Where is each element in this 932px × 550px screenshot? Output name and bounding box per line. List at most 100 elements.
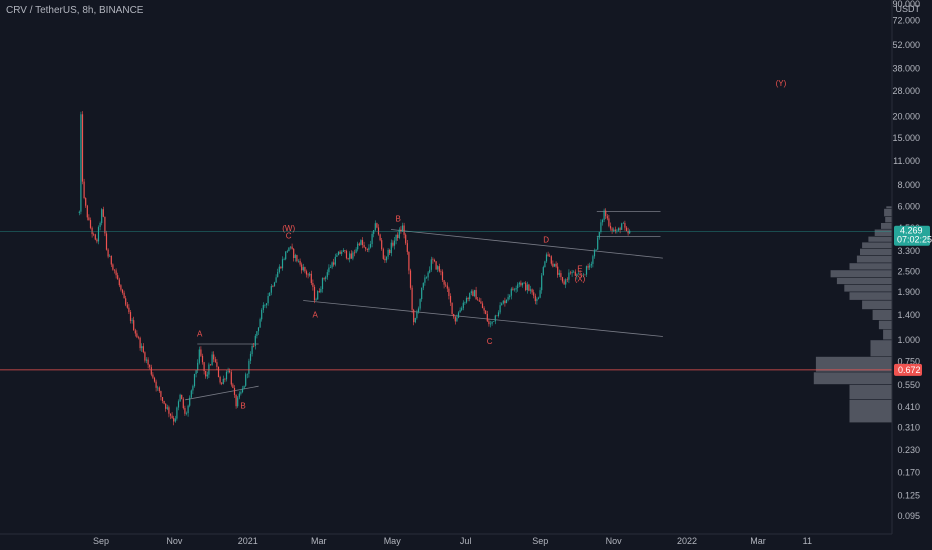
candle-body — [606, 216, 608, 219]
volume-profile-bar — [856, 255, 892, 263]
candle-body — [104, 216, 106, 234]
wave-label: B — [240, 402, 245, 411]
candle-body — [411, 287, 413, 310]
candle-body — [296, 255, 298, 262]
candle-body — [113, 269, 116, 271]
time-axis[interactable]: Sep Nov 2021 Mar May Jul Sep Nov 2022 Mar 11 — [0, 533, 892, 546]
candle-body — [385, 256, 388, 261]
candle-body — [264, 305, 266, 306]
candle-body — [337, 251, 340, 256]
candle-body — [163, 401, 165, 404]
candle-body — [78, 211, 80, 213]
candle-body — [117, 275, 119, 280]
candle-body — [465, 298, 468, 303]
candle-body — [560, 273, 562, 278]
candle-body — [361, 240, 364, 245]
candle-body — [397, 234, 399, 238]
candle-body — [521, 283, 524, 286]
candle-body — [408, 251, 410, 271]
candle-body — [529, 289, 532, 291]
candle-body — [145, 359, 148, 361]
candle-body — [400, 229, 402, 232]
candle-body — [573, 271, 575, 273]
price-tick-label: 6.000 — [897, 201, 920, 211]
candle-body — [157, 387, 159, 389]
volume-profile-bar — [881, 223, 892, 229]
candle-body — [129, 312, 132, 321]
price-tick-label: 0.550 — [897, 380, 920, 390]
candle-body — [214, 359, 216, 363]
candle-body — [320, 288, 322, 293]
time-tick-label: 2021 — [238, 536, 258, 546]
candle-body — [461, 308, 463, 311]
candle-body — [424, 277, 426, 283]
candle-body — [398, 229, 400, 238]
candle-body — [193, 374, 196, 387]
candle-body — [246, 373, 248, 375]
candle-body — [310, 273, 312, 283]
candle-body — [149, 364, 151, 368]
candle-body — [309, 273, 311, 276]
candle-body — [376, 223, 378, 228]
trendline[interactable] — [303, 300, 663, 337]
candle-body — [544, 261, 546, 267]
candle-body — [515, 288, 517, 290]
candle-body — [249, 353, 252, 361]
wave-label: E — [577, 265, 582, 274]
candle-body — [619, 228, 621, 230]
candle-body — [200, 349, 202, 356]
trendline[interactable] — [185, 385, 259, 401]
volume-profile-bar — [868, 236, 892, 242]
time-tick-label: 2022 — [677, 536, 697, 546]
candle-body — [209, 364, 212, 366]
candle-body — [478, 300, 480, 302]
candle-body — [120, 285, 122, 290]
candle-body — [281, 259, 284, 269]
candle-body — [467, 298, 469, 299]
candle-body — [152, 374, 154, 378]
candle-body — [301, 264, 303, 271]
current-price-label: 4.269 — [900, 226, 923, 236]
candle-body — [112, 264, 114, 270]
candle-body — [96, 239, 98, 242]
candle-body — [173, 418, 175, 422]
time-tick-label: May — [384, 536, 402, 546]
price-tick-label: 1.900 — [897, 287, 920, 297]
candle-body — [83, 181, 85, 198]
candle-body — [256, 331, 258, 336]
time-tick-label: Sep — [532, 536, 548, 546]
candle-body — [115, 270, 117, 276]
candle-body — [185, 413, 188, 414]
candle-body — [539, 290, 541, 298]
candle-body — [232, 384, 234, 388]
candle-body — [269, 292, 271, 296]
candle-body — [312, 283, 314, 287]
time-tick-label: Mar — [750, 536, 766, 546]
candle-body — [377, 227, 380, 235]
trendline[interactable] — [390, 229, 663, 259]
candle-body — [257, 327, 260, 332]
candle-body — [277, 272, 279, 278]
time-tick-label: Nov — [166, 536, 183, 546]
candle-body — [216, 362, 218, 367]
candle-body — [582, 274, 584, 276]
candle-body — [405, 234, 407, 244]
candle-body — [382, 249, 384, 259]
candle-body — [217, 366, 220, 378]
price-tick-label: 0.095 — [897, 511, 920, 521]
candle-body — [547, 254, 549, 256]
candle-body — [297, 260, 300, 262]
candle-body — [213, 354, 215, 360]
candle-body — [475, 290, 477, 300]
candle-body — [198, 349, 200, 363]
candle-body — [225, 371, 228, 380]
candle-body — [219, 377, 221, 383]
candle-body — [283, 259, 285, 260]
candle-body — [555, 263, 557, 267]
candle-body — [261, 310, 263, 320]
candle-body — [553, 263, 556, 267]
candle-body — [581, 275, 583, 276]
volume-profile-bar — [844, 284, 892, 292]
